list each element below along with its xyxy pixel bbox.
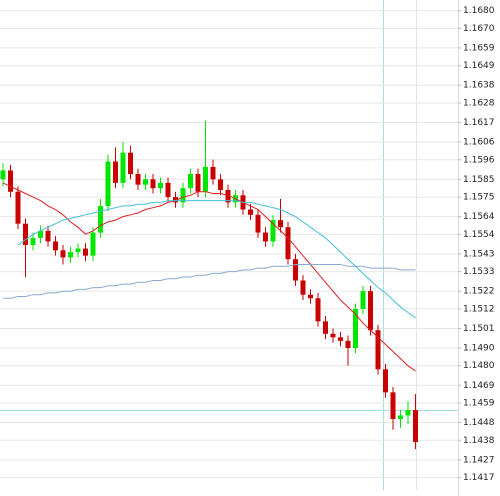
candle-body [368, 291, 373, 331]
candle-body [0, 170, 6, 180]
candle-body [180, 188, 186, 203]
candle-body [413, 410, 418, 443]
candle-body [323, 321, 328, 334]
y-tick-label: 1.1628 [463, 98, 495, 108]
y-tick-label: 1.1459 [463, 399, 495, 409]
candle-body [173, 197, 178, 203]
candle-body [45, 230, 51, 242]
candle-body [53, 241, 58, 251]
y-tick-label: 1.1543 [463, 249, 495, 259]
y-tick-label: 1.1606 [463, 138, 495, 148]
candle-body [360, 291, 366, 309]
candle-body [398, 415, 403, 419]
candle-body [218, 179, 223, 190]
y-tick-label: 1.1670 [463, 24, 495, 34]
y-tick-label: 1.1490 [463, 343, 495, 353]
y-tick-label: 1.1512 [463, 304, 495, 314]
candle-body [248, 209, 253, 215]
candle-body [15, 191, 21, 224]
candle-body [225, 189, 231, 203]
candle-body [203, 166, 208, 192]
candle-body [330, 333, 336, 338]
candle-body [158, 182, 163, 189]
candle-body [270, 220, 276, 242]
candle-body [150, 179, 156, 189]
candle-body [165, 182, 171, 198]
candle-body [113, 161, 118, 183]
y-tick-label: 1.1680 [463, 6, 495, 16]
candle-body [38, 230, 43, 238]
candle-body [120, 152, 126, 183]
y-tick-label: 1.1596 [463, 155, 495, 165]
candle-body [188, 173, 193, 189]
candle-body [353, 308, 358, 348]
moving-average [3, 264, 416, 299]
candle-body [405, 410, 411, 416]
y-tick-label: 1.1469 [463, 381, 495, 391]
candle-body [375, 330, 381, 370]
candle-body [255, 214, 261, 233]
candle-body [8, 170, 13, 192]
candle-body [263, 232, 268, 242]
candle-body [210, 166, 216, 180]
y-tick-label: 1.1533 [463, 267, 495, 277]
candle-body [143, 179, 148, 185]
y-tick-label: 1.1638 [463, 81, 495, 91]
y-tick-label: 1.1585 [463, 175, 495, 185]
y-tick-label: 1.1617 [463, 118, 495, 128]
y-tick-label: 1.1522 [463, 287, 495, 297]
candle-body [68, 252, 73, 258]
candle-body [90, 232, 96, 256]
candle-body [128, 152, 133, 174]
candle-body [390, 392, 396, 419]
candle-body [30, 237, 36, 245]
candle-body [75, 248, 81, 253]
y-tick-label: 1.1659 [463, 43, 495, 53]
y-tick-label: 1.1564 [463, 212, 495, 222]
candle-body [195, 173, 201, 192]
candle-body [293, 259, 298, 281]
candle-body [60, 250, 66, 258]
candle-body [98, 205, 103, 233]
candle-body [23, 223, 28, 245]
y-tick-label: 1.1649 [463, 61, 495, 71]
candle-body [135, 173, 141, 185]
y-tick-label: 1.1575 [463, 193, 495, 203]
y-tick-label: 1.1417 [463, 473, 495, 483]
y-tick-label: 1.1554 [463, 230, 495, 240]
y-tick-label: 1.1427 [463, 455, 495, 465]
candle-body [300, 280, 306, 295]
grid [0, 10, 458, 479]
y-tick-label: 1.1501 [463, 324, 495, 334]
candle-body [383, 369, 388, 393]
candle-body [285, 227, 291, 260]
candle-body [338, 337, 343, 341]
candle-body [308, 294, 313, 299]
candle-body [315, 298, 321, 322]
candle-body [345, 340, 351, 348]
moving-average [17, 200, 416, 319]
moving-average [2, 182, 416, 372]
candle-body [105, 161, 111, 206]
candle-body [83, 248, 88, 256]
candle-body [278, 220, 283, 228]
y-tick-label: 1.1480 [463, 361, 495, 371]
y-tick-label: 1.1438 [463, 436, 495, 446]
y-tick-label: 1.1448 [463, 418, 495, 428]
